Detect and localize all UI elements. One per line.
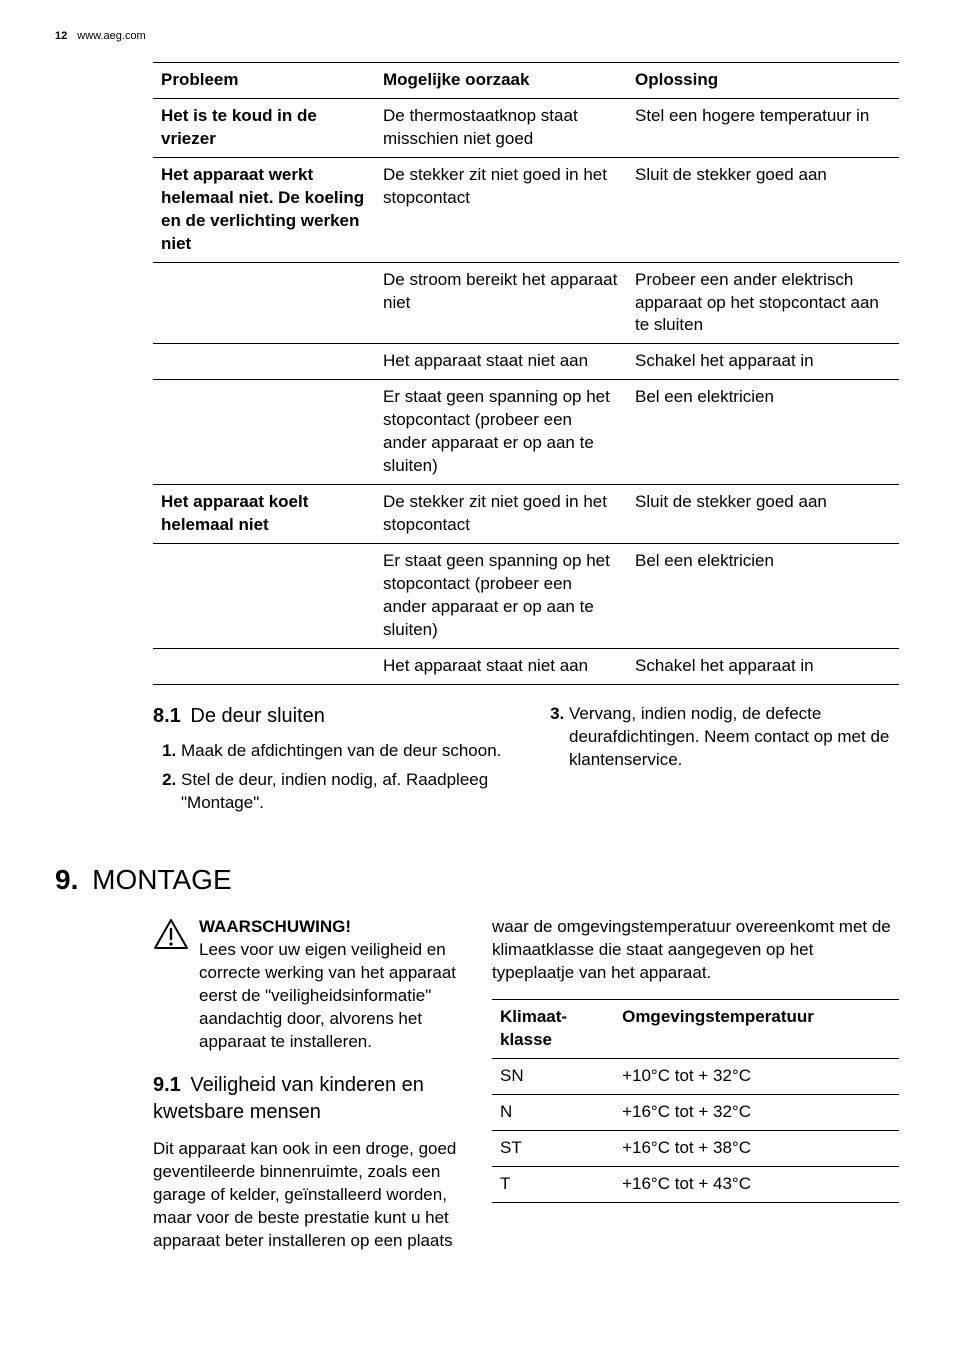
table-row: Er staat geen spanning op het stopcontac… xyxy=(153,543,899,648)
cell-solution: Probeer een ander elek­trisch apparaat o… xyxy=(627,262,899,344)
th-solution: Oplossing xyxy=(627,63,899,99)
cell-cause: De stekker zit niet goed in het stopcont… xyxy=(375,485,627,544)
cell-problem xyxy=(153,344,375,380)
warning-body: Lees voor uw eigen veiligheid en correct… xyxy=(199,940,456,1051)
page: 12 www.aeg.com Probleem Mogelijke oorzaa… xyxy=(0,0,954,1303)
page-number: 12 xyxy=(55,30,67,42)
cell-temp: +16°C tot + 32°C xyxy=(614,1095,899,1131)
table-row: Er staat geen spanning op het stopcontac… xyxy=(153,380,899,485)
cell-cause: Er staat geen spanning op het stopcontac… xyxy=(375,380,627,485)
climate-table: Kli­maat­klasse Omgevingstemperatuur SN … xyxy=(492,999,899,1203)
right-column: waar de omgevingstemperatuur over­eenkom… xyxy=(492,916,899,1262)
th-problem: Probleem xyxy=(153,63,375,99)
cell-problem: Het is te koud in de vriezer xyxy=(153,98,375,157)
table-row: Het apparaat werkt helemaal niet. De koe… xyxy=(153,157,899,262)
cell-solution: Sluit de stekker goed aan xyxy=(627,157,899,262)
cell-cause: Het apparaat staat niet aan xyxy=(375,648,627,684)
cell-temp: +10°C tot + 32°C xyxy=(614,1059,899,1095)
cell-solution: Sluit de stekker goed aan xyxy=(627,485,899,544)
warning-title: WAARSCHUWING! xyxy=(199,917,351,936)
section-title: Veiligheid van kinderen en kwetsbare men… xyxy=(153,1074,424,1123)
table-row: Het is te koud in de vriezer De thermost… xyxy=(153,98,899,157)
chapter-title: MONTAGE xyxy=(92,864,231,895)
cell-klasse: N xyxy=(492,1095,614,1131)
cell-solution: Stel een hogere tempera­tuur in xyxy=(627,98,899,157)
cell-solution: Bel een elektricien xyxy=(627,543,899,648)
section-9-1-title: 9.1 Veiligheid van kinderen en kwetsbare… xyxy=(153,1072,462,1126)
section-9-1-para: Dit apparaat kan ook in een droge, goed … xyxy=(153,1138,462,1253)
chapter-9-title: 9. MONTAGE xyxy=(55,864,899,896)
left-column: WAARSCHUWING! Lees voor uw eigen veiligh… xyxy=(55,916,462,1262)
cell-problem xyxy=(153,262,375,344)
page-header: 12 www.aeg.com xyxy=(55,30,899,42)
cell-klasse: ST xyxy=(492,1131,614,1167)
cell-cause: De thermostaatknop staat misschien niet … xyxy=(375,98,627,157)
troubleshoot-table: Probleem Mogelijke oorzaak Oplossing Het… xyxy=(153,62,899,685)
site-url: www.aeg.com xyxy=(77,30,145,42)
section-num: 9.1 xyxy=(153,1074,181,1096)
cell-cause: De stekker zit niet goed in het stopcont… xyxy=(375,157,627,262)
th-temp: Omgevingstemperatuur xyxy=(614,1000,899,1059)
cell-cause: Er staat geen spanning op het stopcontac… xyxy=(375,543,627,648)
chapter-num: 9. xyxy=(55,864,78,895)
cell-problem xyxy=(153,380,375,485)
cell-solution: Bel een elektricien xyxy=(627,380,899,485)
warning-text: WAARSCHUWING! Lees voor uw eigen veiligh… xyxy=(199,916,462,1054)
step-item: Vervang, indien nodig, de defecte deuraf… xyxy=(569,703,899,772)
section-title: De deur sluiten xyxy=(190,705,325,727)
table-row: T +16°C tot + 43°C xyxy=(492,1166,899,1202)
table-row: De stroom bereikt het ap­paraat niet Pro… xyxy=(153,262,899,344)
cell-problem: Het apparaat werkt helemaal niet. De koe… xyxy=(153,157,375,262)
montage-columns: WAARSCHUWING! Lees voor uw eigen veiligh… xyxy=(55,916,899,1262)
cell-temp: +16°C tot + 43°C xyxy=(614,1166,899,1202)
cell-solution: Schakel het apparaat in xyxy=(627,344,899,380)
table-row: SN +10°C tot + 32°C xyxy=(492,1059,899,1095)
table-row: Het apparaat staat niet aan Schakel het … xyxy=(153,648,899,684)
table-row: Het apparaat koelt helemaal niet De stek… xyxy=(153,485,899,544)
section-8-1: 8.1 De deur sluiten Maak de afdichtingen… xyxy=(153,703,899,815)
step-item: Stel de deur, indien nodig, af. Raad­ple… xyxy=(181,769,511,815)
section-9-1-para-right: waar de omgevingstemperatuur over­eenkom… xyxy=(492,916,899,985)
th-cause: Mogelijke oorzaak xyxy=(375,63,627,99)
cell-klasse: T xyxy=(492,1166,614,1202)
section-8-1-title: 8.1 De deur sluiten xyxy=(153,703,511,730)
cell-problem xyxy=(153,543,375,648)
table-row: N +16°C tot + 32°C xyxy=(492,1095,899,1131)
cell-cause: Het apparaat staat niet aan xyxy=(375,344,627,380)
table-row: ST +16°C tot + 38°C xyxy=(492,1131,899,1167)
warning-icon xyxy=(153,918,189,957)
cell-problem xyxy=(153,648,375,684)
th-klasse: Kli­maat­klasse xyxy=(492,1000,614,1059)
cell-solution: Schakel het apparaat in xyxy=(627,648,899,684)
cell-cause: De stroom bereikt het ap­paraat niet xyxy=(375,262,627,344)
warning-block: WAARSCHUWING! Lees voor uw eigen veiligh… xyxy=(153,916,462,1054)
cell-problem: Het apparaat koelt helemaal niet xyxy=(153,485,375,544)
step-item: Maak de afdichtingen van de deur schoon. xyxy=(181,740,511,763)
table-row: Het apparaat staat niet aan Schakel het … xyxy=(153,344,899,380)
cell-klasse: SN xyxy=(492,1059,614,1095)
cell-temp: +16°C tot + 38°C xyxy=(614,1131,899,1167)
section-num: 8.1 xyxy=(153,705,181,727)
